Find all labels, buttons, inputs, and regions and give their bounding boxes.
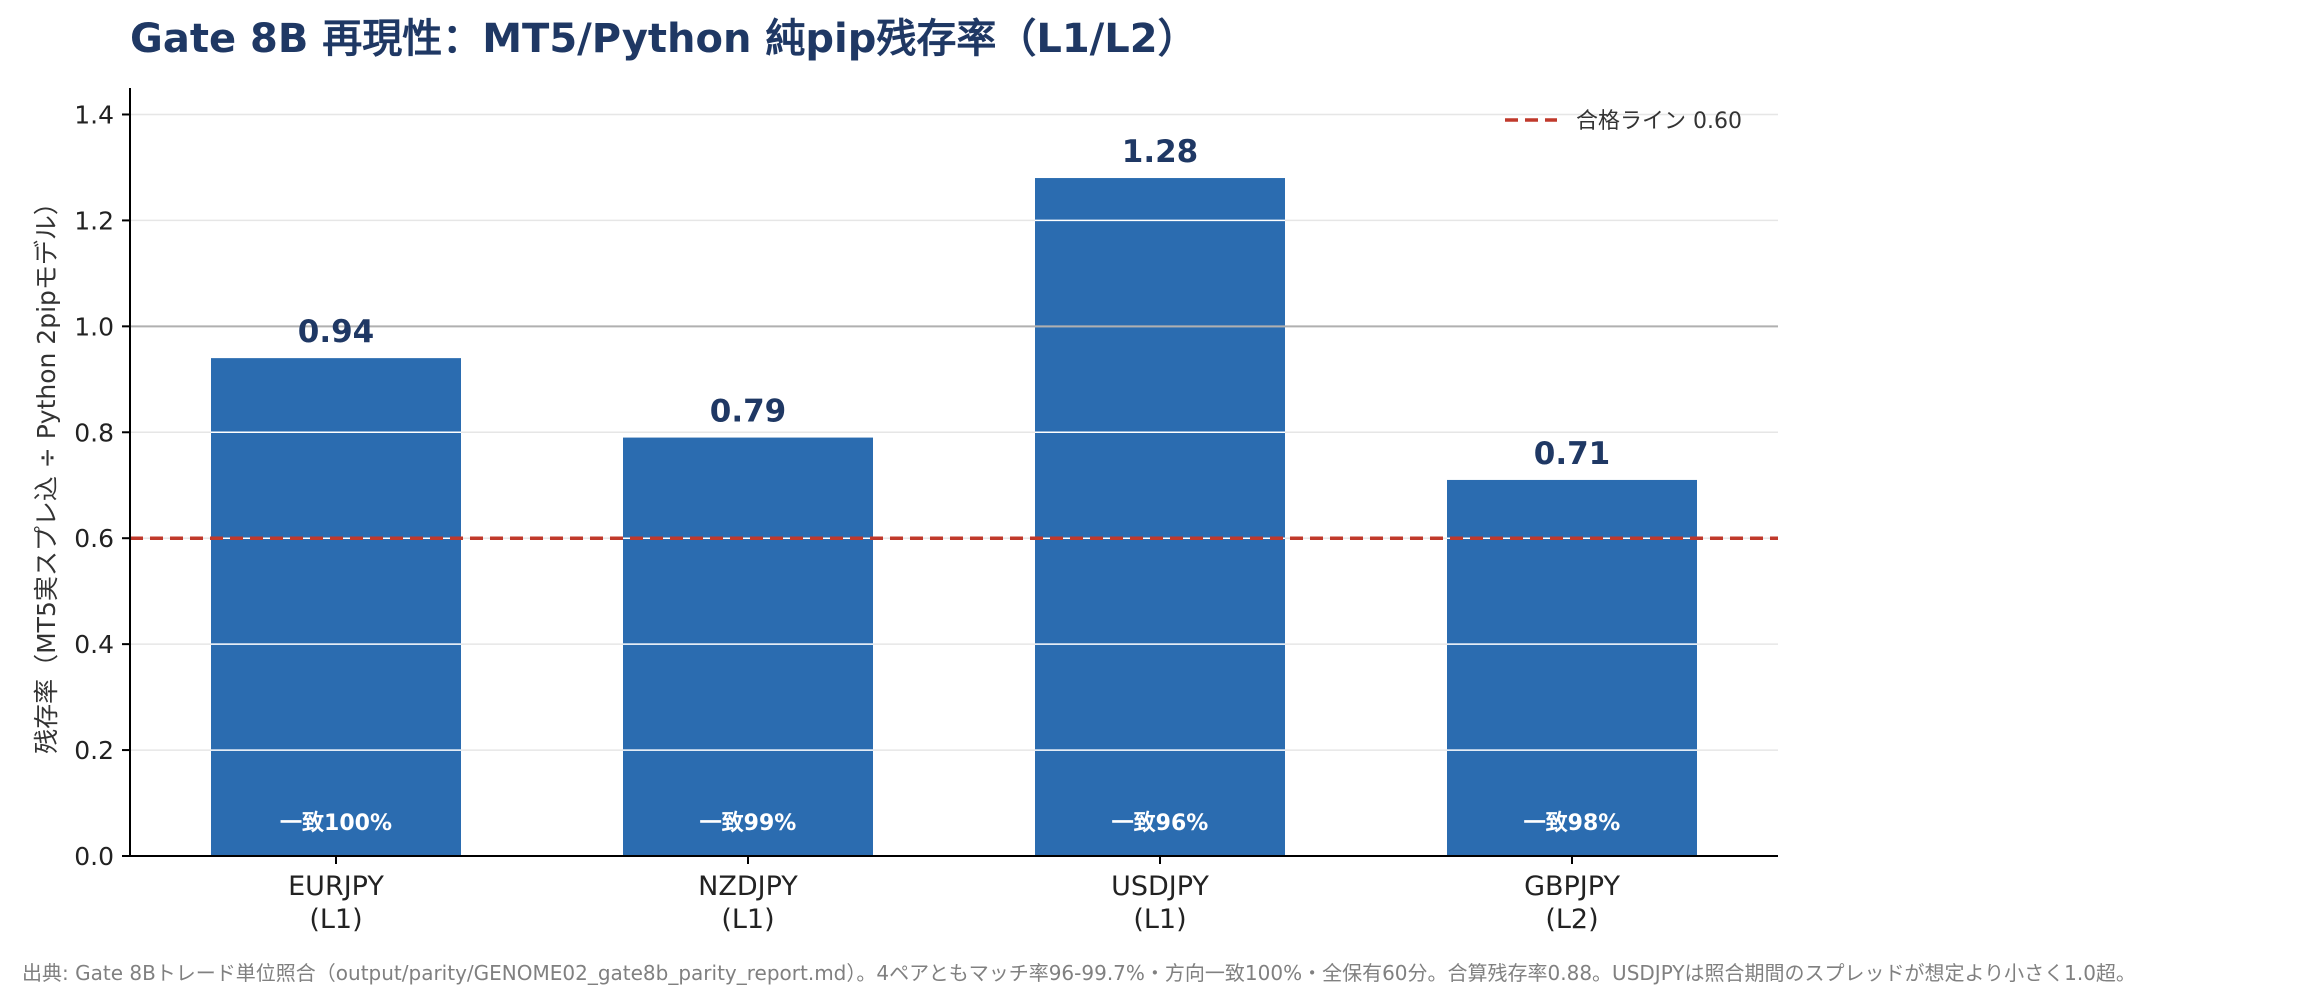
x-tick-level-gbpjpy: (L2): [1545, 904, 1598, 935]
bar-eurjpy: [211, 358, 461, 856]
x-tick-label-nzdjpy: NZDJPY: [698, 871, 798, 902]
match-rate-label-usdjpy: 一致96%: [1112, 810, 1209, 836]
x-tick-label-eurjpy: EURJPY: [288, 871, 384, 902]
legend-threshold-label: 合格ライン 0.60: [1576, 109, 1742, 134]
match-rate-label-nzdjpy: 一致99%: [700, 810, 797, 836]
x-tick-level-nzdjpy: (L1): [721, 904, 774, 935]
plot-area: 0.94 一致100% 0.79 一致99% 1.28 一致96% 0.71 一致98% 0.0…: [74, 88, 1778, 935]
y-tick-label-3: 0.6: [74, 524, 114, 553]
bar-usdjpy: [1035, 178, 1285, 856]
value-label-gbpjpy: 0.71: [1534, 436, 1611, 472]
value-label-nzdjpy: 0.79: [710, 394, 787, 430]
x-tick-level-eurjpy: (L1): [309, 904, 362, 935]
y-tick-label-7: 1.4: [74, 100, 114, 129]
y-tick-label-4: 0.8: [74, 418, 114, 447]
match-rate-label-eurjpy: 一致100%: [280, 810, 392, 836]
source-footnote: 出典: Gate 8Bトレード単位照合（output/parity/GENOME…: [22, 961, 2136, 985]
y-tick-label-2: 0.4: [74, 630, 114, 659]
y-axis-label: 残存率（MT5実スプレ込 ÷ Python 2pipモデル）: [32, 190, 61, 754]
y-tick-label-0: 0.0: [74, 842, 114, 871]
match-rate-label-gbpjpy: 一致98%: [1524, 810, 1621, 836]
x-tick-label-gbpjpy: GBPJPY: [1524, 871, 1620, 902]
y-tick-label-5: 1.0: [74, 312, 114, 341]
x-tick-label-usdjpy: USDJPY: [1111, 871, 1209, 902]
y-tick-label-6: 1.2: [74, 206, 114, 235]
chart-title: Gate 8B 再現性：MT5/Python 純pip残存率（L1/L2）: [130, 16, 1198, 62]
x-tick-level-usdjpy: (L1): [1133, 904, 1186, 935]
value-label-usdjpy: 1.28: [1122, 134, 1199, 170]
bar-nzdjpy: [623, 437, 873, 856]
value-label-eurjpy: 0.94: [298, 314, 375, 350]
bar-gbpjpy: [1447, 479, 1697, 856]
y-tick-label-1: 0.2: [74, 736, 114, 765]
legend: 合格ライン 0.60: [1505, 109, 1742, 134]
